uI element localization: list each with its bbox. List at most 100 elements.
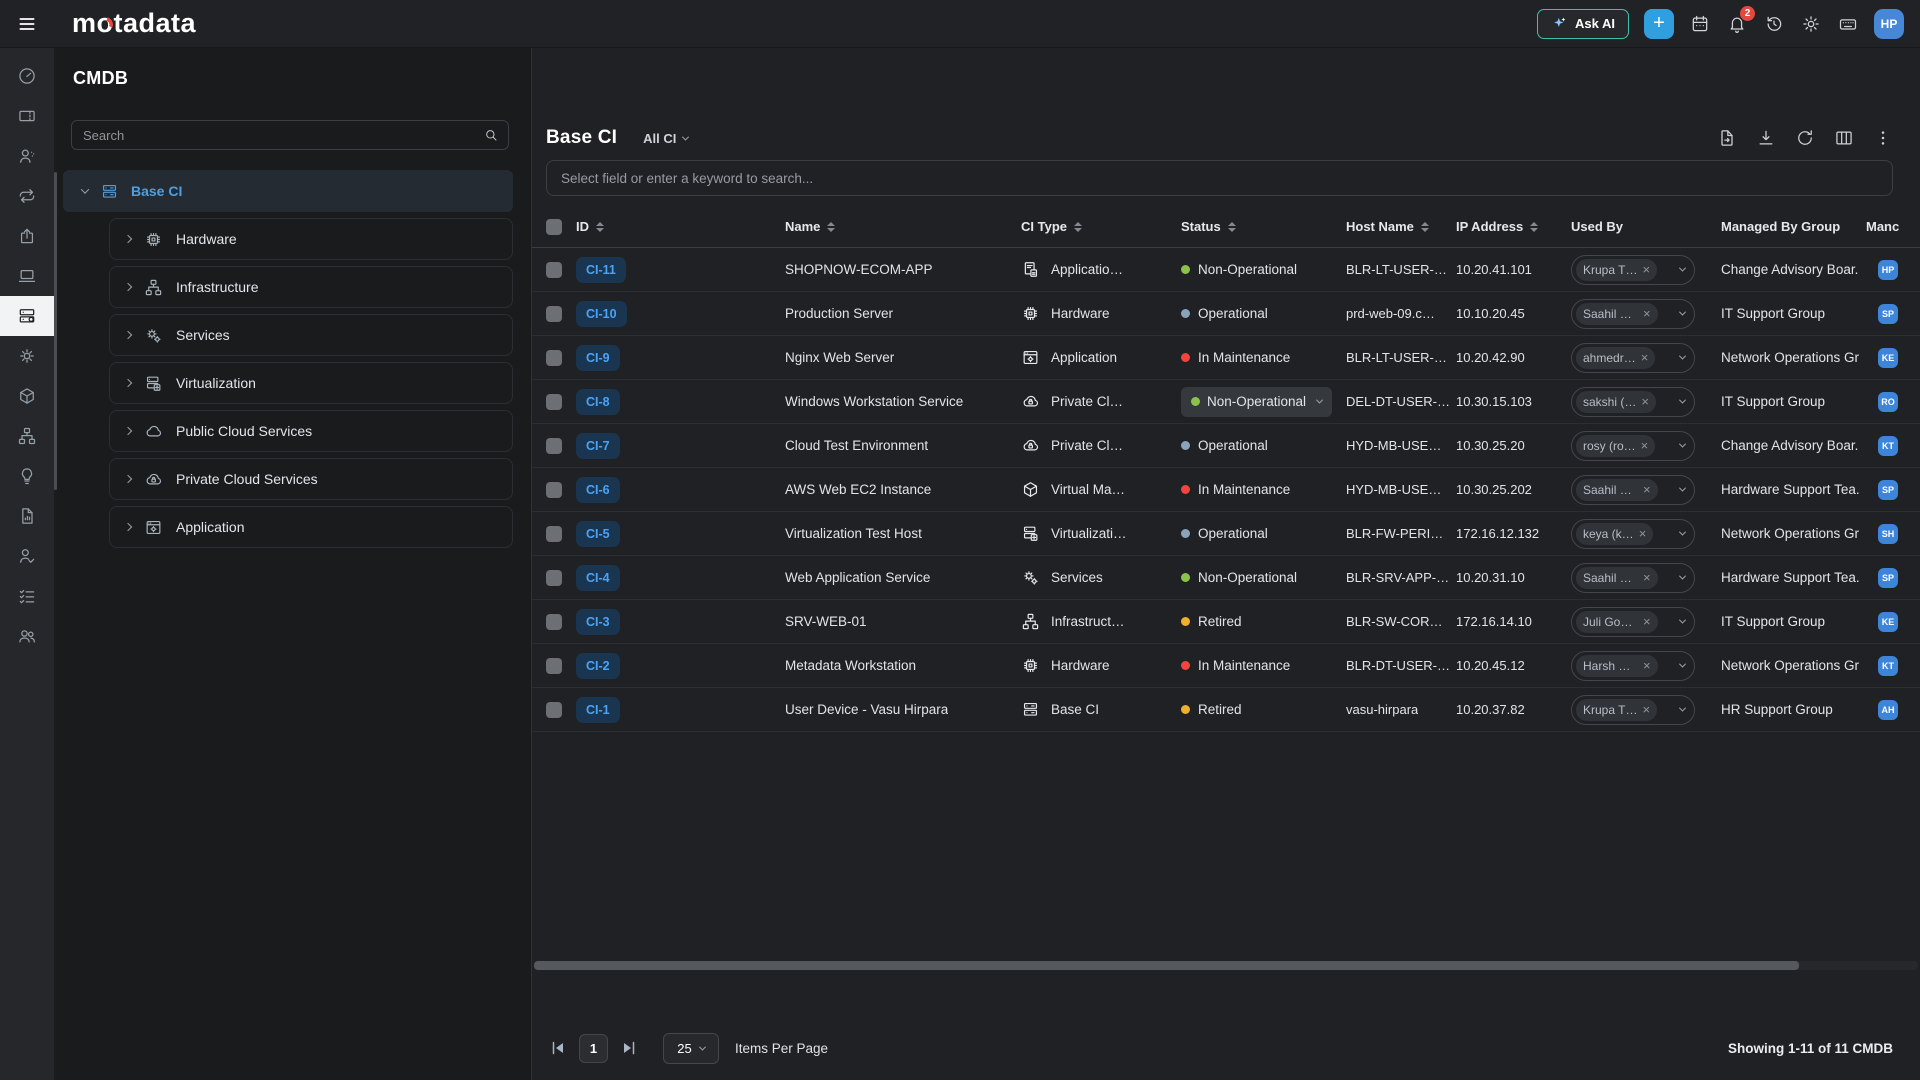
tree-item[interactable]: Private Cloud Services xyxy=(109,458,513,500)
table-row[interactable]: CI-6 AWS Web EC2 Instance Virtual Ma… In… xyxy=(532,468,1920,512)
rail-item-knowledge[interactable] xyxy=(0,456,54,496)
table-row[interactable]: CI-3 SRV-WEB-01 Infrastruct… Retired BLR… xyxy=(532,600,1920,644)
rail-item-teams[interactable] xyxy=(0,616,54,656)
rail-item-tasks[interactable] xyxy=(0,576,54,616)
status-badge[interactable]: In Maintenance xyxy=(1181,350,1290,365)
used-by-select[interactable]: ahmedr… xyxy=(1571,342,1695,373)
used-by-select[interactable]: keya (k… xyxy=(1571,518,1695,549)
table-row[interactable]: CI-7 Cloud Test Environment Private Cl… … xyxy=(532,424,1920,468)
rail-item-topology[interactable] xyxy=(0,416,54,456)
row-checkbox[interactable] xyxy=(546,525,562,542)
chevron-right-icon[interactable] xyxy=(123,426,133,436)
notifications-button[interactable]: 2 xyxy=(1726,5,1755,35)
remove-icon[interactable] xyxy=(1643,615,1651,628)
sort-icon[interactable] xyxy=(827,221,836,232)
ci-id-link[interactable]: CI-6 xyxy=(576,476,620,503)
rail-item-reports[interactable] xyxy=(0,496,54,536)
managed-by-avatar[interactable]: KT xyxy=(1878,435,1898,456)
sort-icon[interactable] xyxy=(596,221,604,232)
columns-button[interactable] xyxy=(1834,128,1854,148)
panel-scrollbar[interactable] xyxy=(54,172,57,490)
chevron-right-icon[interactable] xyxy=(123,522,133,532)
row-checkbox[interactable] xyxy=(546,613,562,630)
used-by-select[interactable]: Krupa T… xyxy=(1571,694,1695,725)
row-checkbox[interactable] xyxy=(546,349,562,366)
rail-item-assets[interactable] xyxy=(0,256,54,296)
column-header-used-by[interactable]: Used By xyxy=(1571,219,1624,234)
rail-item-tickets[interactable] xyxy=(0,96,54,136)
used-by-select[interactable]: Harsh P… xyxy=(1571,650,1695,681)
managed-by-avatar[interactable]: KT xyxy=(1878,655,1898,676)
sort-icon[interactable] xyxy=(1227,221,1236,232)
table-row[interactable]: CI-1 User Device - Vasu Hirpara Base CI … xyxy=(532,688,1920,732)
row-checkbox[interactable] xyxy=(546,393,562,410)
rail-item-workflows[interactable] xyxy=(0,176,54,216)
ci-id-link[interactable]: CI-11 xyxy=(576,256,626,283)
tree-item[interactable]: Application xyxy=(109,506,513,548)
row-checkbox[interactable] xyxy=(546,305,562,322)
row-checkbox[interactable] xyxy=(546,569,562,586)
ci-id-link[interactable]: CI-9 xyxy=(576,344,620,371)
rail-item-cmdb[interactable] xyxy=(0,296,54,336)
remove-icon[interactable] xyxy=(1642,703,1650,716)
download-button[interactable] xyxy=(1756,128,1776,148)
refresh-button[interactable] xyxy=(1795,128,1815,148)
status-badge[interactable]: Non-Operational xyxy=(1181,386,1333,417)
remove-icon[interactable] xyxy=(1641,439,1649,452)
chevron-right-icon[interactable] xyxy=(123,378,133,388)
row-checkbox[interactable] xyxy=(546,437,562,454)
remove-icon[interactable] xyxy=(1643,307,1651,320)
managed-by-avatar[interactable]: SP xyxy=(1878,479,1898,500)
rail-item-releases[interactable] xyxy=(0,216,54,256)
ask-ai-button[interactable]: Ask AI xyxy=(1537,8,1629,39)
remove-icon[interactable] xyxy=(1642,263,1650,276)
ci-id-link[interactable]: CI-4 xyxy=(576,564,620,591)
status-badge[interactable]: Operational xyxy=(1181,306,1268,321)
create-new-button[interactable] xyxy=(1644,8,1674,39)
ci-id-link[interactable]: CI-3 xyxy=(576,608,620,635)
rail-item-patches[interactable] xyxy=(0,336,54,376)
first-page-button[interactable] xyxy=(546,1036,570,1060)
chevron-right-icon[interactable] xyxy=(123,330,133,340)
remove-icon[interactable] xyxy=(1643,483,1651,496)
column-header-ip[interactable]: IP Address xyxy=(1456,219,1524,234)
row-checkbox[interactable] xyxy=(546,657,562,674)
ci-id-link[interactable]: CI-10 xyxy=(576,300,627,327)
status-badge[interactable]: Non-Operational xyxy=(1181,570,1297,585)
column-header-id[interactable]: ID xyxy=(576,219,589,234)
rail-item-requesters[interactable] xyxy=(0,136,54,176)
menu-icon[interactable] xyxy=(0,14,54,34)
column-header-managed-avatar[interactable]: Manc xyxy=(1866,219,1900,234)
settings-button[interactable] xyxy=(1800,13,1822,35)
table-row[interactable]: CI-2 Metadata Workstation Hardware In Ma… xyxy=(532,644,1920,688)
status-badge[interactable]: Operational xyxy=(1181,526,1268,541)
sort-icon[interactable] xyxy=(1420,221,1429,232)
chevron-right-icon[interactable] xyxy=(123,234,133,244)
table-row[interactable]: CI-10 Production Server Hardware Operati… xyxy=(532,292,1920,336)
status-badge[interactable]: Retired xyxy=(1181,702,1242,717)
table-row[interactable]: CI-9 Nginx Web Server Application In Mai… xyxy=(532,336,1920,380)
table-search-input[interactable] xyxy=(561,170,1878,186)
column-header-ci-type[interactable]: CI Type xyxy=(1021,219,1067,234)
remove-icon[interactable] xyxy=(1641,351,1649,364)
remove-icon[interactable] xyxy=(1643,659,1651,672)
column-header-host[interactable]: Host Name xyxy=(1346,219,1414,234)
table-row[interactable]: CI-11 SHOPNOW-ECOM-APP Applicatio… Non-O… xyxy=(532,248,1920,292)
status-badge[interactable]: In Maintenance xyxy=(1181,658,1290,673)
items-per-page-select[interactable]: 25 xyxy=(663,1032,719,1064)
table-row[interactable]: CI-8 Windows Workstation Service Private… xyxy=(532,380,1920,424)
horizontal-scrollbar-thumb[interactable] xyxy=(534,961,1799,970)
ci-filter-dropdown[interactable]: All CI xyxy=(643,131,690,146)
column-header-name[interactable]: Name xyxy=(785,219,821,234)
rail-item-dashboard[interactable] xyxy=(0,56,54,96)
used-by-select[interactable]: Saahil P… xyxy=(1571,562,1695,593)
managed-by-avatar[interactable]: SP xyxy=(1878,567,1898,588)
rail-item-approvals[interactable] xyxy=(0,536,54,576)
status-badge[interactable]: Non-Operational xyxy=(1181,262,1297,277)
managed-by-avatar[interactable]: AH xyxy=(1878,699,1898,720)
managed-by-avatar[interactable]: KE xyxy=(1878,347,1898,368)
ci-id-link[interactable]: CI-8 xyxy=(576,388,620,415)
tree-item[interactable]: Public Cloud Services xyxy=(109,410,513,452)
tree-item[interactable]: Hardware xyxy=(109,218,513,260)
sidebar-search-input[interactable] xyxy=(83,127,483,143)
